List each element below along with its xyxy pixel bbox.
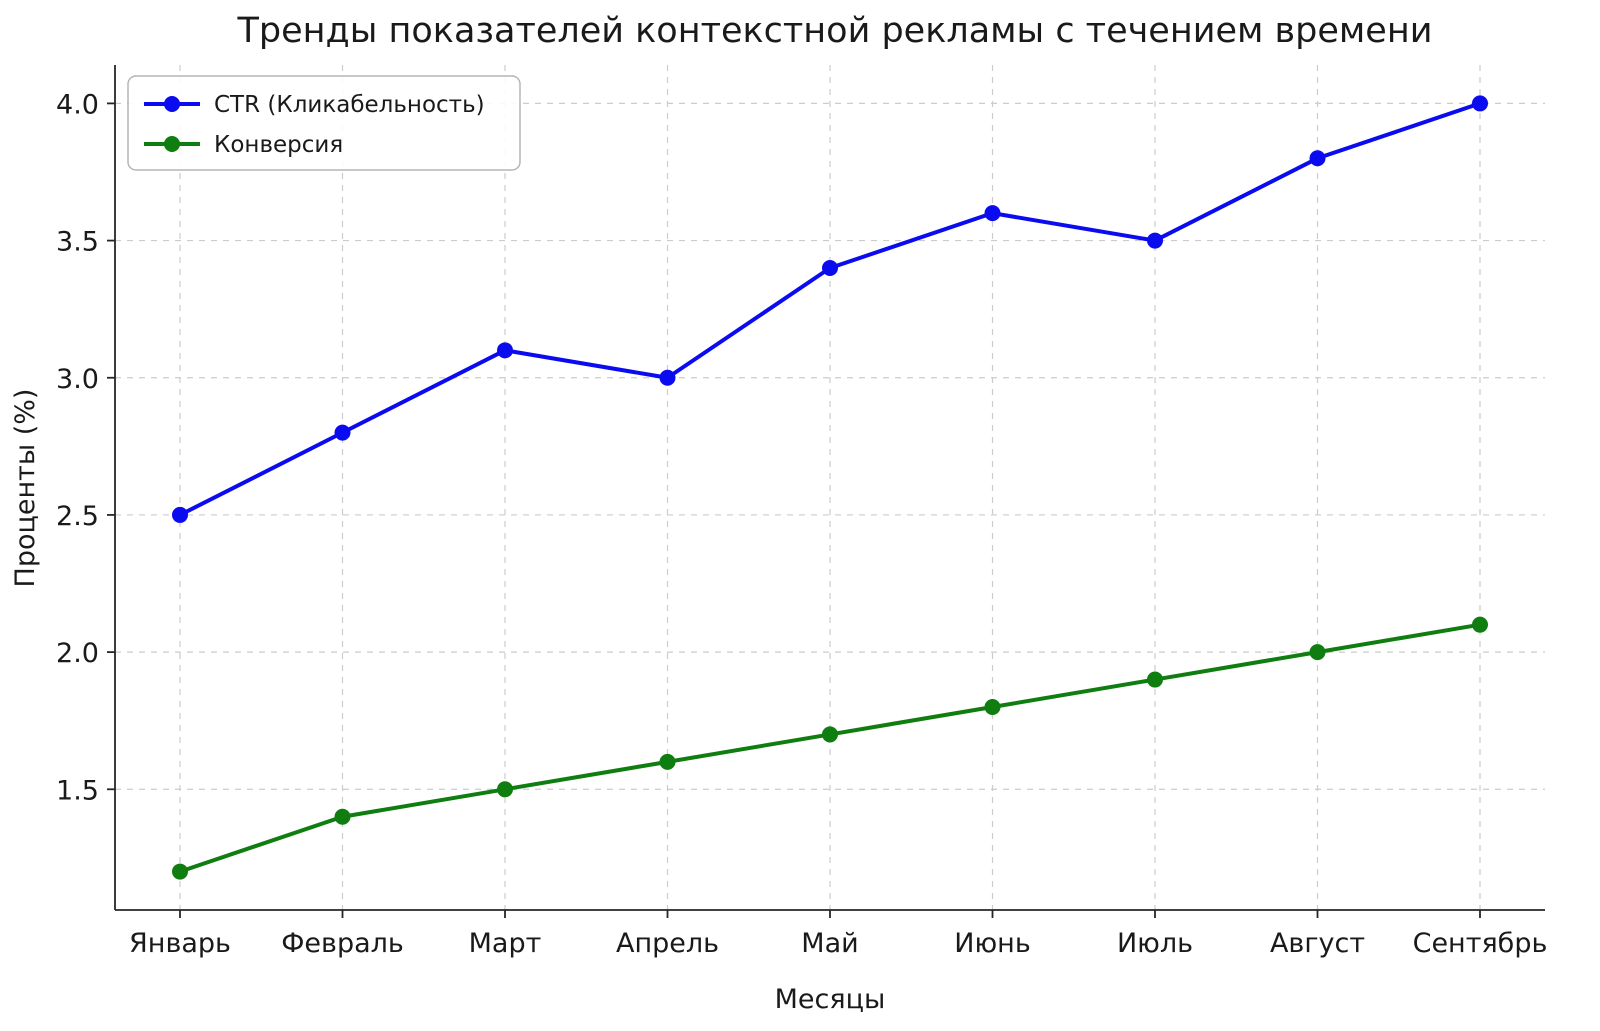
data-point-marker bbox=[1147, 232, 1163, 249]
data-point-marker bbox=[1147, 671, 1163, 688]
x-tick-label: Февраль bbox=[281, 928, 404, 959]
y-tick-label: 4.0 bbox=[56, 89, 99, 120]
x-tick-label: Сентябрь bbox=[1413, 928, 1548, 959]
legend-marker-sample bbox=[164, 136, 180, 152]
legend: CTR (Кликабельность) Конверсия bbox=[127, 75, 521, 171]
axis-ticks: Январь Февраль Март Апрель Май Июнь Июль Август… bbox=[56, 89, 1547, 959]
data-point-marker bbox=[822, 260, 838, 277]
data-point-marker bbox=[334, 808, 351, 825]
legend-box bbox=[127, 75, 521, 171]
data-point-marker bbox=[822, 726, 838, 743]
gridlines bbox=[115, 65, 1545, 910]
x-tick-label: Июль bbox=[1117, 928, 1193, 959]
data-point-marker bbox=[334, 424, 351, 441]
data-series bbox=[172, 95, 1488, 880]
y-axis-label: Проценты (%) bbox=[10, 389, 41, 588]
x-tick-label: Апрель bbox=[616, 928, 719, 959]
x-tick-label: Январь bbox=[129, 928, 231, 959]
x-tick-label: Август bbox=[1270, 928, 1365, 959]
legend-item-label: Конверсия bbox=[214, 132, 343, 158]
x-tick-label: Июнь bbox=[954, 928, 1031, 959]
y-tick-label: 3.0 bbox=[56, 364, 99, 395]
x-axis-label: Месяцы bbox=[775, 984, 886, 1015]
data-point-marker bbox=[659, 753, 676, 770]
data-point-marker bbox=[172, 863, 188, 880]
data-point-marker bbox=[1472, 616, 1488, 633]
data-point-marker bbox=[497, 781, 513, 798]
y-tick-label: 1.5 bbox=[56, 775, 99, 806]
y-tick-label: 2.0 bbox=[56, 638, 99, 669]
data-point-marker bbox=[172, 506, 188, 523]
data-point-marker bbox=[984, 698, 1001, 715]
x-tick-label: Май bbox=[801, 928, 858, 959]
data-point-marker bbox=[659, 369, 676, 386]
legend-item-label: CTR (Кликабельность) bbox=[214, 92, 485, 118]
chart-title: Тренды показателей контекстной рекламы с… bbox=[237, 11, 1433, 51]
data-point-marker bbox=[984, 205, 1001, 222]
data-point-marker bbox=[1309, 644, 1326, 661]
data-point-marker bbox=[497, 342, 513, 359]
y-tick-label: 3.5 bbox=[56, 227, 99, 258]
x-tick-label: Март bbox=[469, 928, 542, 959]
data-point-marker bbox=[1309, 150, 1326, 167]
legend-marker-sample bbox=[164, 96, 180, 112]
y-tick-label: 2.5 bbox=[56, 501, 99, 532]
data-point-marker bbox=[1472, 95, 1488, 112]
